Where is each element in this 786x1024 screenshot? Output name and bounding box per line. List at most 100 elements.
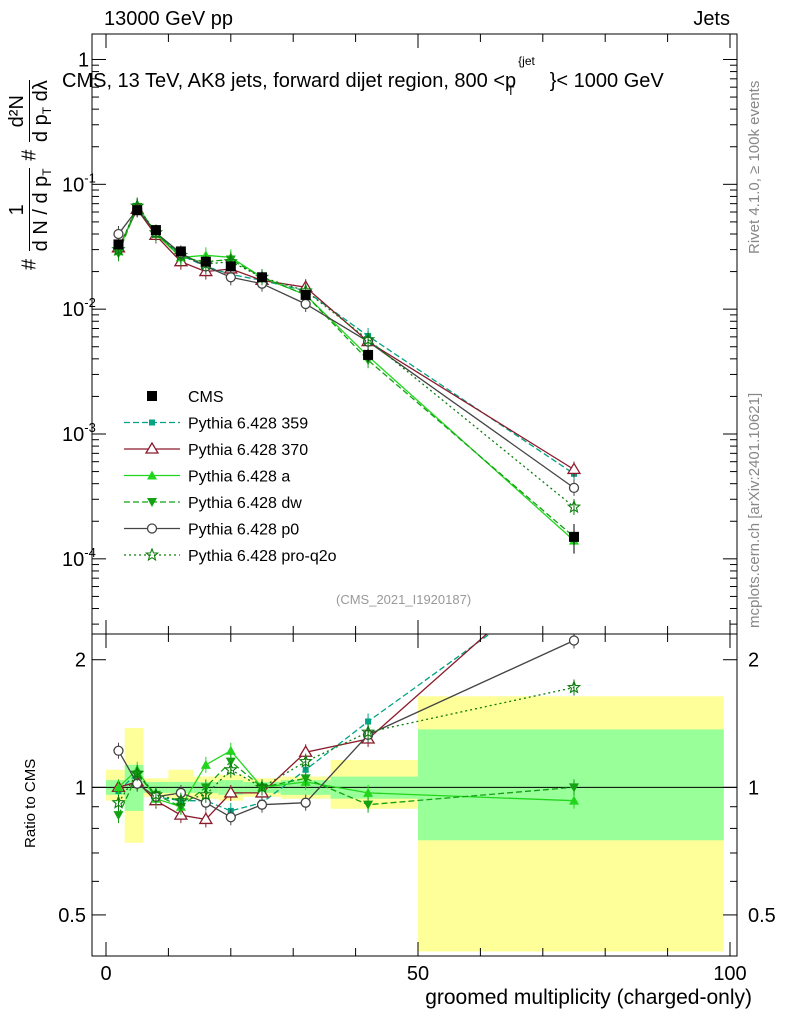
- ratio-point-pa-5: [225, 745, 236, 755]
- cms-point-4: [200, 256, 211, 267]
- ratio-point-pdw-7: [300, 774, 311, 784]
- legend-marker-4: [147, 498, 157, 507]
- y-tick-label-1: 10-3: [62, 420, 96, 446]
- y-tick-label-2: 10-2: [62, 295, 96, 321]
- main-line-p359: [117, 205, 575, 475]
- legend-label-4: Pythia 6.428 dw: [188, 495, 302, 512]
- title-sup-jet: {jet: [518, 54, 535, 68]
- ratio-point-pdw-0: [113, 811, 124, 821]
- ratio-point-pp0-7: [300, 797, 311, 808]
- plot-title: CMS, 13 TeV, AK8 jets, forward dijet reg…: [62, 54, 664, 98]
- ratio-ytick-label-right-0: 0.5: [748, 905, 776, 927]
- main-point-pp0-0: [113, 228, 124, 240]
- header-right: Jets: [693, 8, 730, 30]
- ylabel-T-2: T: [40, 106, 54, 115]
- ratio-point-pa-0: [113, 782, 124, 792]
- ratio-point-pq2o-8: [360, 724, 376, 739]
- ratio-frame: [91, 633, 738, 957]
- mcplots-note: mcplots.cern.ch [arXiv:2401.10621]: [746, 392, 763, 628]
- y-tick-exp-3: -1: [84, 170, 96, 185]
- ratio-line-pq2o: [117, 686, 575, 804]
- ratio-point-pa-4: [200, 759, 211, 769]
- cms-point-6: [257, 272, 267, 283]
- ratio-point-pp0-9: [568, 635, 580, 646]
- ratio-point-pq2o-3: [173, 793, 189, 807]
- ratio-ytick-label-0: 0.5: [58, 905, 86, 927]
- cms-point-7: [300, 289, 311, 300]
- legend-marker-2: [144, 441, 160, 454]
- analysis-tag: (CMS_2021_I1920187): [336, 592, 472, 607]
- ratio-point-pdw-8: [363, 800, 374, 810]
- ratio-point-pp0-6: [256, 799, 268, 810]
- y-axis-label-main: # 1 d N / d pT # d²N d pT dλ: [6, 78, 54, 270]
- main-point-pq2o-9: [566, 499, 582, 514]
- ylabel-frac-bot: d p: [30, 114, 52, 143]
- ratio-point-pq2o-0: [111, 795, 126, 809]
- ratio-point-pa-9: [569, 795, 579, 805]
- main-line-pdw: [117, 205, 575, 538]
- ratio-point-pq2o-6: [254, 779, 270, 794]
- y-axis-label-ratio: Ratio to CMS: [22, 758, 39, 848]
- main-line-pa: [117, 203, 575, 542]
- y-tick-exp-1: -3: [84, 420, 96, 435]
- legend: CMS Pythia 6.428 359 Pythia 6.428 370 Pythi…: [124, 389, 337, 565]
- title-tail: }< 1000 GeV: [549, 70, 664, 92]
- main-point-p370-9: [566, 462, 582, 475]
- y-tick-label-3: 10-1: [62, 170, 96, 196]
- ratio-point-pq2o-5: [223, 762, 238, 776]
- y-tick-exp-2: -2: [84, 295, 96, 310]
- main-line-p370: [117, 208, 575, 471]
- cms-point-9: [569, 531, 579, 542]
- cms-point-1: [132, 205, 143, 216]
- ratio-line-p370: [118, 634, 488, 821]
- x-tick-label-2: 100: [713, 963, 746, 985]
- legend-label-2: Pythia 6.428 370: [188, 442, 308, 459]
- legend-label-6: Pythia 6.428 pro-q2o: [188, 548, 337, 565]
- ratio-point-pp0-0: [113, 745, 124, 756]
- legend-label-3: Pythia 6.428 a: [188, 469, 290, 486]
- y-tick-label-4: 1: [78, 49, 89, 71]
- ratio-point-pp0-5: [225, 812, 236, 823]
- ratio-point-p359-9: [571, 570, 577, 576]
- ratio-ytick-label-right-2: 2: [748, 650, 759, 672]
- ratio-ytick-label-2: 2: [75, 650, 86, 672]
- header-left: 13000 GeV pp: [104, 8, 233, 30]
- main-series-layer: [111, 197, 582, 554]
- ratio-point-pa-8: [363, 787, 374, 797]
- ratio-point-pq2o-4: [198, 787, 213, 801]
- ratio-point-pq2o-9: [566, 679, 582, 694]
- y-tick-exp-0: -4: [84, 545, 96, 560]
- ylabel-lambda: dλ: [30, 80, 52, 102]
- legend-marker-1: [149, 419, 155, 426]
- ratio-line-pp0: [117, 639, 575, 818]
- main-point-pq2o-8: [360, 332, 376, 346]
- legend-marker-3: [147, 470, 157, 480]
- x-tick-label-0: 0: [100, 963, 111, 985]
- main-point-pp0-5: [225, 272, 236, 283]
- main-frame: [91, 33, 738, 635]
- rivet-note: Rivet 4.1.0, ≥ 100k events: [746, 80, 763, 254]
- cms-point-2: [150, 225, 161, 236]
- ratio-ytick-label-1: 1: [75, 777, 86, 799]
- cms-point-8: [363, 349, 374, 360]
- ylabel-hash: #: [18, 258, 41, 270]
- ylabel-one: 1: [6, 168, 30, 252]
- ratio-point-pq2o-1: [130, 765, 145, 780]
- y-tick-label-0: 10-4: [62, 545, 96, 571]
- legend-label-1: Pythia 6.428 359: [188, 416, 308, 433]
- x-tick-label-1: 50: [407, 963, 429, 985]
- ylabel-dN: d N / d p: [30, 175, 52, 252]
- ratio-series-layer: [111, 570, 582, 828]
- cms-point-3: [175, 246, 186, 257]
- ylabel-hash-2: #: [18, 149, 41, 161]
- ratio-point-pq2o-2: [148, 787, 164, 801]
- legend-marker-0: [147, 391, 157, 401]
- ylabel-T: T: [40, 168, 54, 176]
- ratio-point-p370-5: [223, 785, 238, 798]
- ratio-point-pdw-9: [569, 783, 579, 793]
- ratio-point-p370-4: [198, 812, 213, 825]
- title-main: CMS, 13 TeV, AK8 jets, forward dijet reg…: [62, 70, 517, 92]
- legend-marker-6: [144, 547, 160, 562]
- main-line-pp0: [117, 208, 575, 489]
